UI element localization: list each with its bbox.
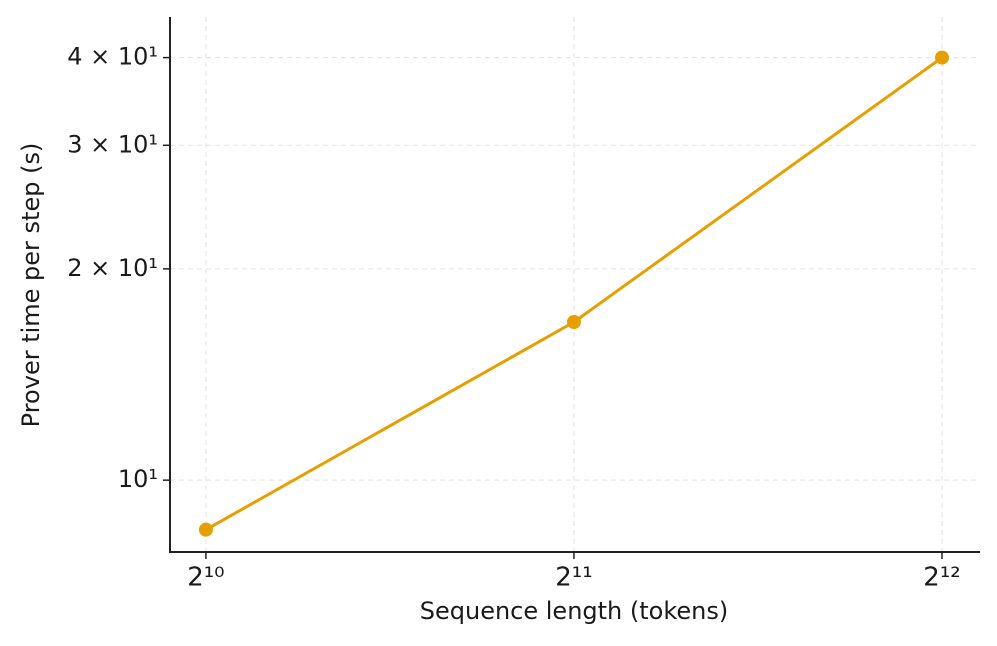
x-tick-label: 2¹² — [923, 563, 960, 593]
y-tick-label: 3 × 10¹ — [67, 130, 158, 158]
y-tick-label: 4 × 10¹ — [67, 43, 158, 71]
y-tick-label: 10¹ — [118, 465, 158, 493]
x-tick-label: 2¹¹ — [555, 563, 592, 593]
data-point — [198, 522, 213, 537]
data-point — [934, 50, 949, 65]
y-tick-label: 2 × 10¹ — [67, 254, 158, 282]
y-axis-label: Prover time per step (s) — [17, 143, 45, 428]
data-point — [566, 315, 581, 330]
x-tick-label: 2¹⁰ — [187, 563, 224, 593]
x-axis-label: Sequence length (tokens) — [420, 597, 728, 625]
